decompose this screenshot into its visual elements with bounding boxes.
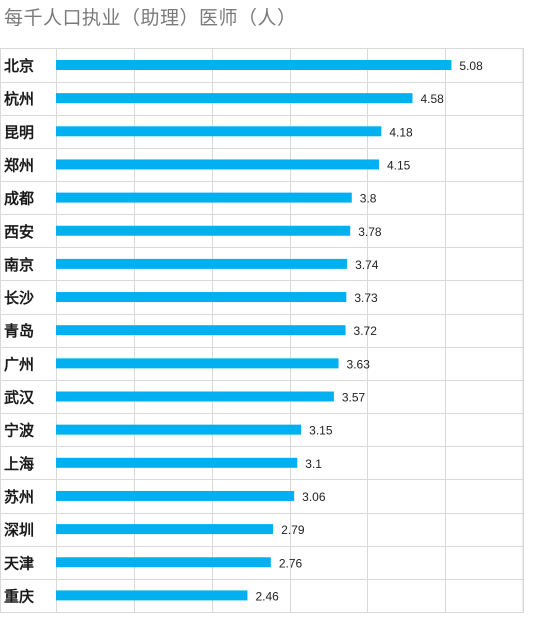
bar [56,126,382,137]
bar [56,159,380,170]
bar [56,557,271,568]
bar [56,358,339,369]
category-label: 南京 [4,256,34,274]
category-label: 北京 [4,57,34,75]
category-label: 武汉 [4,389,35,407]
bar [56,225,351,236]
value-label: 3.74 [355,258,379,272]
bar [56,258,348,269]
category-label: 苏州 [4,488,34,506]
value-label: 3.78 [358,225,382,239]
category-label: 西安 [4,223,34,241]
value-label: 5.08 [459,59,483,73]
bar [56,325,346,336]
category-label: 青岛 [4,322,34,340]
bar [56,391,334,402]
bar [56,590,248,601]
category-label: 重庆 [4,587,34,605]
value-label: 2.79 [281,523,305,537]
category-label: 上海 [4,455,34,473]
category-label: 宁波 [4,422,35,440]
bar [56,93,413,104]
value-label: 4.15 [387,158,411,172]
value-label: 3.06 [302,490,326,504]
category-label: 成都 [4,190,34,208]
value-label: 3.1 [305,457,322,471]
value-label: 2.46 [255,589,279,603]
grid-lines [0,48,524,613]
category-label: 杭州 [4,90,34,108]
value-label: 4.18 [389,125,413,139]
category-label: 广州 [4,355,34,373]
category-label: 深圳 [4,521,34,539]
value-label: 3.57 [342,391,366,405]
value-label: 3.15 [309,424,333,438]
category-label: 郑州 [4,156,34,174]
value-label: 3.72 [354,324,378,338]
bar [56,60,452,70]
category-label: 长沙 [4,289,34,307]
value-label: 2.76 [279,556,303,570]
bar [56,192,352,203]
bar [56,457,298,468]
category-label: 昆明 [4,123,34,141]
category-label: 天津 [4,554,34,572]
chart-title: 每千人口执业（助理）医师（人） [4,7,297,29]
value-label: 3.73 [354,291,378,305]
value-label: 4.58 [420,92,444,106]
bars [56,60,452,601]
value-label: 3.8 [360,192,377,206]
bar [56,490,295,501]
value-label: 3.63 [347,357,371,371]
bar [56,524,274,535]
bar [56,292,347,303]
labels: 北京 5.08 杭州 4.58 昆明 4.18 郑州 4.15 成都 3.8 西安 3.78 南京 3.7… [4,57,483,605]
bar [56,424,302,435]
